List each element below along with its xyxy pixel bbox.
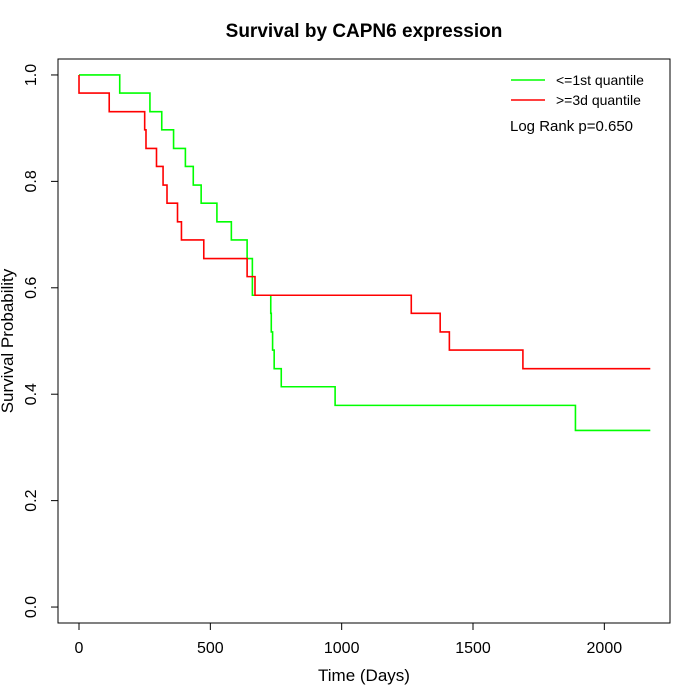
x-tick-label: 2000 bbox=[587, 640, 623, 657]
x-tick-label: 0 bbox=[75, 640, 84, 657]
plot-area-frame bbox=[57, 58, 671, 624]
x-tick-label: 1000 bbox=[324, 640, 360, 657]
legend-label-high-quantile: >=3d quantile bbox=[556, 92, 641, 108]
y-tick-label: 0.2 bbox=[23, 489, 40, 511]
x-axis: 0 500 1000 1500 2000 bbox=[75, 622, 623, 657]
y-tick-label: 0.8 bbox=[23, 170, 40, 192]
y-tick-label: 0.0 bbox=[23, 596, 40, 618]
y-tick-label: 1.0 bbox=[23, 64, 40, 86]
log-rank-annotation: Log Rank p=0.650 bbox=[510, 118, 633, 135]
y-tick-label: 0.6 bbox=[23, 277, 40, 299]
y-tick-label: 0.4 bbox=[23, 383, 40, 405]
legend-label-low-quantile: <=1st quantile bbox=[556, 72, 644, 88]
survival-curve-high-quantile bbox=[78, 74, 651, 370]
y-axis: 0.0 0.2 0.4 0.6 0.8 1.0 bbox=[23, 64, 59, 618]
chart-title: Survival by CAPN6 expression bbox=[226, 21, 503, 42]
survival-curve-low-quantile bbox=[79, 74, 651, 432]
legend: <=1st quantile >=3d quantile bbox=[511, 72, 644, 108]
x-tick-label: 1500 bbox=[455, 640, 491, 657]
y-axis-label: Survival Probability bbox=[0, 268, 17, 413]
x-tick-label: 500 bbox=[197, 640, 224, 657]
series-layer bbox=[78, 74, 651, 432]
x-axis-label: Time (Days) bbox=[318, 666, 410, 685]
